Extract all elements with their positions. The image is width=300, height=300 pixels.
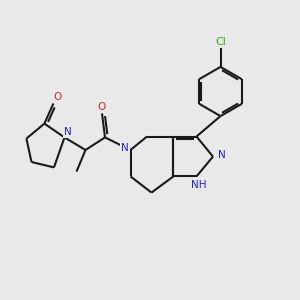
Text: O: O [53,92,61,103]
Text: N: N [121,142,129,153]
Text: N: N [218,150,225,160]
Text: Cl: Cl [215,37,226,47]
Text: N: N [64,127,71,137]
Text: NH: NH [191,179,207,190]
Text: O: O [97,102,106,112]
